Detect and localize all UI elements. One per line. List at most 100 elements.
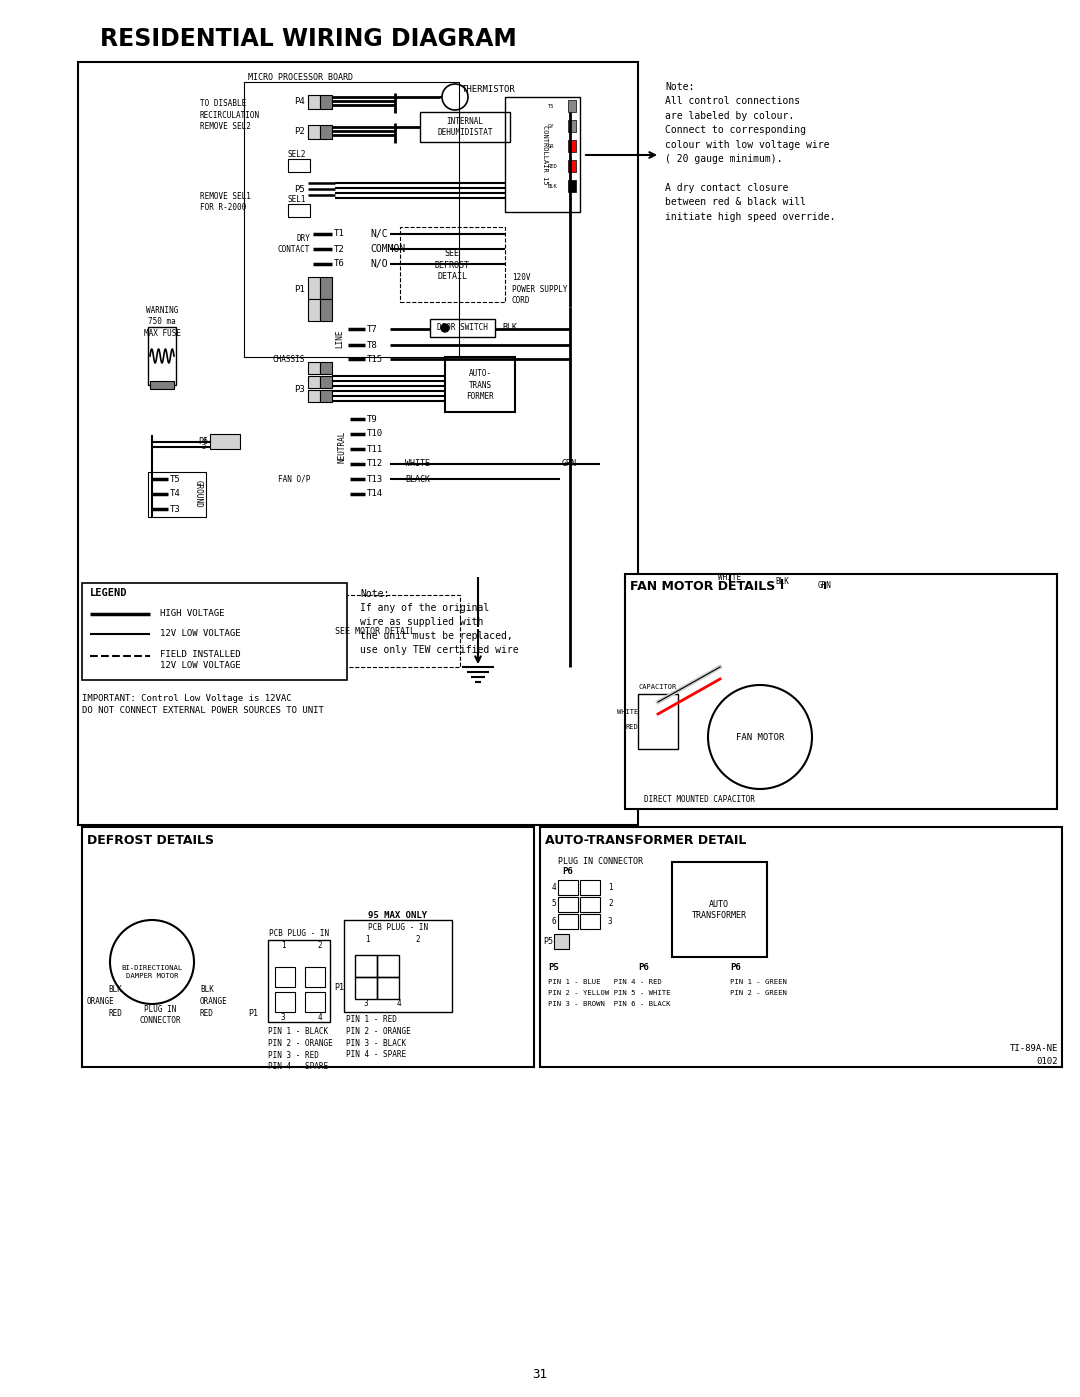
Text: T11: T11 — [367, 444, 383, 454]
Text: 4: 4 — [552, 883, 556, 891]
Text: FAN MOTOR: FAN MOTOR — [735, 732, 784, 742]
Bar — [291, 595, 460, 666]
Text: WHITE: WHITE — [718, 573, 742, 581]
Bar — [148, 472, 206, 517]
Text: PCB PLUG - IN: PCB PLUG - IN — [269, 929, 329, 939]
Text: P3: P3 — [294, 384, 305, 394]
Bar — [568, 161, 576, 172]
Text: FAN O/P: FAN O/P — [278, 475, 310, 483]
Bar — [320, 95, 332, 109]
Text: PLUG IN CONNECTOR: PLUG IN CONNECTOR — [558, 858, 643, 866]
Text: P1: P1 — [248, 1009, 258, 1017]
Text: T6: T6 — [334, 260, 345, 268]
Text: Note:
If any of the original
wire as supplied with
the unit must be replaced,
us: Note: If any of the original wire as sup… — [360, 590, 518, 655]
Text: 1: 1 — [365, 935, 369, 943]
Bar — [150, 381, 174, 388]
Bar — [505, 96, 580, 212]
Text: RESIDENTIAL WIRING DIAGRAM: RESIDENTIAL WIRING DIAGRAM — [100, 27, 516, 52]
Text: 6: 6 — [552, 916, 556, 925]
Bar — [445, 358, 515, 412]
Text: CHASSIS: CHASSIS — [272, 355, 305, 363]
Text: 3: 3 — [608, 916, 612, 925]
Text: T8: T8 — [367, 341, 378, 349]
Text: T7: T7 — [367, 324, 378, 334]
Text: 1: 1 — [202, 437, 206, 443]
Bar — [568, 120, 576, 131]
Text: BLK: BLK — [108, 985, 122, 993]
Bar — [275, 992, 295, 1011]
Text: LINE: LINE — [336, 330, 345, 348]
Text: PIN 1 - BLUE   PIN 4 - RED: PIN 1 - BLUE PIN 4 - RED — [548, 979, 662, 985]
Text: P4: P4 — [294, 98, 305, 106]
Text: T5: T5 — [548, 103, 554, 109]
Text: N/C: N/C — [370, 229, 388, 239]
Text: Note:
All control connections
are labeled by colour.
Connect to corresponding
co: Note: All control connections are labele… — [665, 82, 835, 222]
Bar — [377, 977, 399, 999]
Bar — [288, 159, 310, 172]
Bar — [558, 880, 578, 895]
Text: P6: P6 — [730, 963, 741, 971]
Text: 2: 2 — [202, 444, 206, 450]
Bar — [308, 362, 320, 374]
Text: P5: P5 — [294, 184, 305, 194]
Bar — [305, 967, 325, 988]
Text: BLK: BLK — [775, 577, 788, 587]
Text: T14: T14 — [367, 489, 383, 499]
Bar — [308, 95, 320, 109]
Bar — [308, 277, 320, 299]
Text: THERMISTOR: THERMISTOR — [462, 85, 516, 95]
Text: T3: T3 — [170, 504, 180, 514]
Bar — [288, 204, 310, 217]
Text: RED: RED — [548, 163, 557, 169]
Text: BLK: BLK — [548, 183, 557, 189]
Text: P2: P2 — [294, 127, 305, 137]
Text: TO DISABLE
RECIRCULATION
REMOVE SEL2: TO DISABLE RECIRCULATION REMOVE SEL2 — [200, 99, 260, 131]
Bar — [558, 914, 578, 929]
Text: T15: T15 — [367, 355, 383, 363]
Bar — [580, 914, 600, 929]
Text: RED: RED — [625, 724, 638, 731]
Text: CAPACITOR: CAPACITOR — [639, 685, 677, 690]
Text: 4: 4 — [318, 1013, 322, 1021]
Bar — [320, 299, 332, 321]
Bar — [345, 921, 453, 1011]
Bar — [320, 124, 332, 138]
Bar — [320, 277, 332, 299]
Text: GY: GY — [548, 123, 554, 129]
Text: WHITE: WHITE — [405, 460, 430, 468]
Bar — [568, 101, 576, 112]
Text: P6: P6 — [198, 437, 208, 447]
Bar — [355, 977, 377, 999]
Text: AUTO
TRANSFORMER: AUTO TRANSFORMER — [691, 900, 746, 921]
Bar — [305, 992, 325, 1011]
Text: DOOR SWITCH: DOOR SWITCH — [436, 324, 487, 332]
Text: P5: P5 — [543, 937, 553, 947]
Bar — [638, 694, 678, 749]
Bar — [377, 956, 399, 977]
Text: ORANGE: ORANGE — [200, 996, 228, 1006]
Text: 2: 2 — [318, 940, 322, 950]
Text: T9: T9 — [367, 415, 378, 423]
Text: RED: RED — [200, 1009, 214, 1017]
Text: P6: P6 — [562, 868, 572, 876]
Bar — [355, 956, 377, 977]
Text: 5: 5 — [552, 900, 556, 908]
Text: 3: 3 — [281, 1013, 285, 1021]
Text: 4: 4 — [396, 999, 402, 1009]
Text: IMPORTANT: Control Low Voltage is 12VAC
DO NOT CONNECT EXTERNAL POWER SOURCES TO: IMPORTANT: Control Low Voltage is 12VAC … — [82, 694, 324, 715]
Bar — [554, 935, 569, 949]
Text: FIELD INSTALLED
12V LOW VOLTAGE: FIELD INSTALLED 12V LOW VOLTAGE — [160, 650, 241, 671]
Text: PLUG IN
CONNECTOR: PLUG IN CONNECTOR — [139, 1004, 180, 1025]
Text: DRY
CONTACT: DRY CONTACT — [278, 233, 310, 254]
Text: P1: P1 — [334, 983, 345, 992]
Text: PCB PLUG - IN: PCB PLUG - IN — [368, 922, 428, 932]
Bar — [430, 319, 495, 337]
Text: BLK: BLK — [200, 985, 214, 993]
Text: GRN: GRN — [818, 581, 832, 590]
Bar — [558, 897, 578, 912]
Text: LEGEND: LEGEND — [90, 588, 127, 598]
Bar — [580, 880, 600, 895]
Text: T2: T2 — [334, 244, 345, 253]
Text: ORANGE: ORANGE — [86, 996, 114, 1006]
Bar — [672, 862, 767, 957]
